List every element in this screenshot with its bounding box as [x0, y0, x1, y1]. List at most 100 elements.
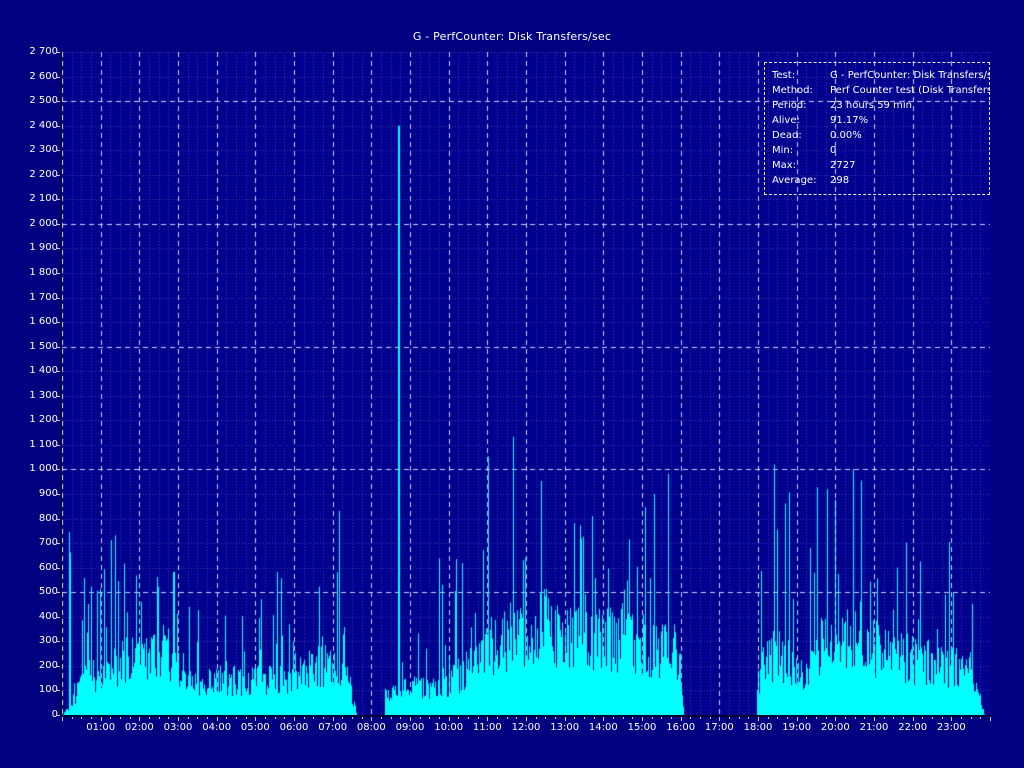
y-tick-label: 1 700 — [29, 291, 58, 303]
y-tick-mark — [56, 592, 61, 594]
y-tick-label: 100 — [38, 684, 58, 696]
plot-area — [62, 52, 990, 715]
y-tick-label: 1 400 — [29, 365, 58, 377]
x-tick-mark — [758, 717, 759, 721]
x-tick-mark — [680, 717, 682, 721]
x-tick-mark — [439, 717, 440, 719]
disk-transfers-series — [62, 52, 990, 715]
x-tick-mark — [932, 717, 933, 719]
x-tick-mark — [62, 717, 63, 721]
x-tick-mark — [690, 717, 692, 719]
legend-value: 0 — [830, 145, 837, 156]
y-tick-mark — [56, 199, 61, 201]
y-tick-mark — [56, 395, 61, 397]
x-tick-mark — [970, 717, 972, 719]
y-tick-mark — [56, 641, 61, 643]
x-tick-mark — [854, 717, 856, 719]
x-tick-label: 16:00 — [666, 722, 696, 733]
x-tick-mark — [806, 717, 808, 719]
y-tick-label: 500 — [38, 586, 58, 598]
y-tick-mark — [56, 469, 61, 471]
x-tick-mark — [651, 717, 653, 719]
y-tick-label: 1 300 — [29, 389, 58, 401]
y-tick-label: 200 — [38, 659, 58, 671]
y-tick-mark — [56, 420, 61, 422]
y-tick-label: 900 — [38, 488, 58, 499]
legend-key: Max: — [772, 160, 797, 171]
x-tick-mark — [361, 717, 363, 719]
x-tick-mark — [632, 717, 634, 719]
legend-key: Period: — [772, 100, 807, 111]
x-tick-mark — [352, 717, 353, 719]
y-tick-mark — [56, 273, 61, 274]
x-tick-label: 12:00 — [511, 722, 541, 733]
x-tick-mark — [236, 717, 237, 719]
x-tick-mark — [129, 717, 131, 719]
legend-key: Method: — [772, 85, 813, 96]
x-axis-labels: 01:00 02:00 03:00 04:00 05:00 06:00 07:00 08:00… — [0, 722, 1024, 740]
x-tick-mark — [912, 717, 914, 721]
x-tick-mark — [477, 717, 479, 719]
x-tick-label: 22:00 — [898, 722, 928, 733]
x-tick-mark — [729, 717, 730, 719]
x-tick-mark — [448, 717, 450, 721]
legend-value: 2727 — [830, 160, 856, 171]
x-tick-mark — [593, 717, 595, 719]
x-tick-mark — [342, 717, 344, 719]
legend-key: Min: — [772, 145, 794, 156]
x-tick-label: 05:00 — [240, 722, 270, 733]
x-tick-mark — [777, 717, 779, 719]
y-tick-label: 800 — [38, 512, 58, 524]
x-tick-mark — [816, 717, 817, 719]
y-tick-mark — [56, 297, 61, 299]
y-axis-line — [60, 52, 62, 716]
x-tick-label: 08:00 — [356, 722, 386, 733]
chart-title: G - PerfCounter: Disk Transfers/sec — [412, 30, 612, 43]
x-tick-mark — [613, 717, 614, 719]
x-tick-mark — [410, 717, 411, 721]
x-tick-label: 03:00 — [163, 722, 193, 733]
legend-value: 298 — [830, 175, 850, 186]
y-tick-mark — [56, 223, 61, 225]
x-tick-mark — [535, 717, 537, 719]
x-tick-label: 13:00 — [550, 722, 580, 733]
x-tick-mark — [893, 717, 895, 719]
y-axis-ticks — [56, 52, 62, 716]
y-tick-mark — [56, 174, 61, 176]
x-tick-mark — [603, 717, 605, 721]
x-tick-label: 23:00 — [936, 722, 966, 733]
y-tick-mark — [56, 690, 61, 692]
x-tick-mark — [178, 717, 179, 721]
x-tick-mark — [719, 717, 721, 721]
x-tick-mark — [323, 717, 324, 719]
x-tick-mark — [168, 717, 170, 719]
y-tick-mark — [56, 665, 61, 667]
x-tick-mark — [110, 717, 112, 719]
x-tick-mark — [709, 717, 711, 719]
x-tick-mark — [516, 717, 518, 719]
y-tick-label: 1 800 — [29, 267, 58, 278]
x-tick-mark — [574, 717, 576, 719]
y-tick-mark — [56, 494, 61, 495]
y-tick-label: 1 200 — [29, 414, 58, 426]
y-tick-label: 2 600 — [29, 70, 58, 82]
x-axis-ticks — [0, 717, 1024, 722]
x-tick-mark — [245, 717, 247, 719]
x-tick-mark — [226, 717, 228, 719]
x-tick-mark — [468, 717, 469, 719]
x-tick-mark — [738, 717, 740, 719]
y-tick-label: 2 400 — [29, 119, 58, 131]
x-tick-mark — [845, 717, 846, 719]
x-tick-mark — [120, 717, 121, 719]
x-tick-mark — [255, 717, 257, 721]
x-tick-label: 04:00 — [202, 722, 232, 733]
x-tick-mark — [197, 717, 199, 719]
x-tick-label: 11:00 — [472, 722, 502, 733]
x-tick-label: 14:00 — [588, 722, 618, 733]
x-tick-mark — [545, 717, 547, 719]
y-tick-label: 1 600 — [29, 316, 58, 328]
x-tick-label: 15:00 — [627, 722, 657, 733]
x-tick-mark — [642, 717, 643, 721]
x-tick-mark — [265, 717, 266, 719]
